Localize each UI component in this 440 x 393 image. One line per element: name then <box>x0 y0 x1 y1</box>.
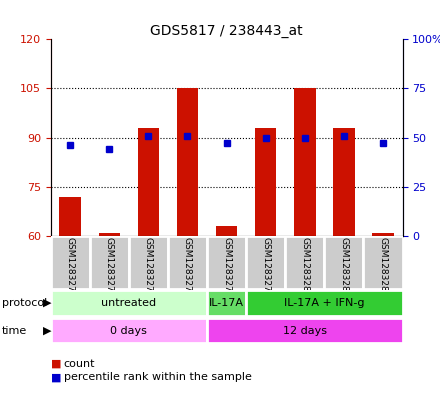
Text: IL-17A: IL-17A <box>209 298 244 308</box>
Bar <box>99 233 120 236</box>
Text: GSM1283275: GSM1283275 <box>105 237 114 298</box>
FancyBboxPatch shape <box>207 290 246 316</box>
Text: ■: ■ <box>51 358 61 369</box>
Text: GSM1283278: GSM1283278 <box>222 237 231 298</box>
Text: IL-17A + IFN-g: IL-17A + IFN-g <box>284 298 365 308</box>
Text: GSM1283281: GSM1283281 <box>339 237 348 298</box>
Text: count: count <box>64 358 95 369</box>
Text: ▶: ▶ <box>43 325 51 336</box>
Bar <box>372 233 394 236</box>
FancyBboxPatch shape <box>285 236 324 289</box>
FancyBboxPatch shape <box>129 236 168 289</box>
Bar <box>216 226 237 236</box>
FancyBboxPatch shape <box>51 318 207 343</box>
FancyBboxPatch shape <box>51 236 90 289</box>
FancyBboxPatch shape <box>363 236 403 289</box>
Text: GSM1283282: GSM1283282 <box>378 237 388 298</box>
FancyBboxPatch shape <box>207 318 403 343</box>
Bar <box>333 128 355 236</box>
Text: 12 days: 12 days <box>283 325 327 336</box>
Text: ▶: ▶ <box>43 298 51 308</box>
FancyBboxPatch shape <box>207 236 246 289</box>
FancyBboxPatch shape <box>168 236 207 289</box>
Title: GDS5817 / 238443_at: GDS5817 / 238443_at <box>150 24 303 38</box>
Text: untreated: untreated <box>101 298 156 308</box>
Text: protocol: protocol <box>2 298 48 308</box>
Bar <box>59 196 81 236</box>
Text: GSM1283276: GSM1283276 <box>144 237 153 298</box>
Bar <box>138 128 159 236</box>
FancyBboxPatch shape <box>324 236 363 289</box>
Text: GSM1283274: GSM1283274 <box>66 237 75 298</box>
Bar <box>255 128 276 236</box>
Text: ■: ■ <box>51 372 61 382</box>
Text: GSM1283279: GSM1283279 <box>261 237 270 298</box>
FancyBboxPatch shape <box>90 236 129 289</box>
FancyBboxPatch shape <box>51 290 207 316</box>
Bar <box>294 88 315 236</box>
Text: 0 days: 0 days <box>110 325 147 336</box>
FancyBboxPatch shape <box>246 236 285 289</box>
FancyBboxPatch shape <box>246 290 403 316</box>
Text: GSM1283280: GSM1283280 <box>301 237 309 298</box>
Text: GSM1283277: GSM1283277 <box>183 237 192 298</box>
Text: percentile rank within the sample: percentile rank within the sample <box>64 372 252 382</box>
Bar <box>177 88 198 236</box>
Text: time: time <box>2 325 27 336</box>
